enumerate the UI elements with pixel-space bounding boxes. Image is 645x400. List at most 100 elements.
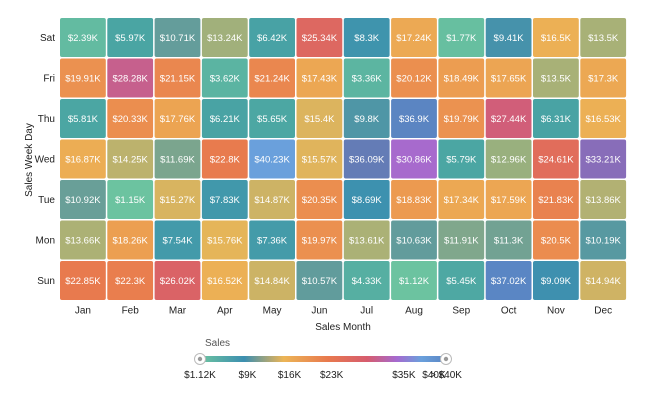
heatmap-cell[interactable]: $1.15K — [107, 180, 154, 219]
heatmap-cell[interactable]: $28.28K — [107, 58, 154, 98]
heatmap-cell[interactable]: $5.97K — [107, 18, 154, 57]
heatmap-cell[interactable]: $6.42K — [249, 18, 295, 57]
heatmap-cell[interactable]: $26.02K — [154, 261, 201, 300]
heatmap-cell[interactable]: $8.3K — [343, 18, 390, 57]
heatmap-cell[interactable]: $11.3K — [485, 220, 532, 260]
heatmap-cell[interactable]: $1.12K — [391, 261, 437, 300]
heatmap-cell[interactable]: $33.21K — [580, 139, 627, 179]
heatmap-cell[interactable]: $19.97K — [296, 220, 343, 260]
heatmap-cell[interactable]: $36.09K — [343, 139, 390, 179]
heatmap-cell[interactable]: $15.27K — [154, 180, 201, 219]
heatmap-cell[interactable]: $30.86K — [391, 139, 437, 179]
heatmap-cell[interactable]: $17.43K — [296, 58, 343, 98]
heatmap-cell[interactable]: $12.96K — [485, 139, 532, 179]
heatmap-cell[interactable]: $22.85K — [60, 261, 106, 300]
heatmap-cell[interactable]: $16.52K — [201, 261, 248, 300]
heatmap-cell[interactable]: $17.59K — [485, 180, 532, 219]
heatmap-cell-label: $14.94K — [585, 276, 621, 287]
heatmap-cell[interactable]: $13.61K — [343, 220, 390, 260]
heatmap-cell[interactable]: $13.86K — [580, 180, 627, 219]
heatmap-cell[interactable]: $14.25K — [107, 139, 154, 179]
heatmap-cell[interactable]: $13.5K — [533, 58, 579, 98]
heatmap-cell[interactable]: $17.76K — [154, 99, 201, 138]
heatmap-cell[interactable]: $17.34K — [438, 180, 485, 219]
heatmap-cell[interactable]: $9.8K — [343, 99, 390, 138]
heatmap-cell[interactable]: $8.69K — [343, 180, 390, 219]
heatmap-cell[interactable]: $1.77K — [438, 18, 485, 57]
heatmap-cell[interactable]: $21.24K — [249, 58, 295, 98]
heatmap-cell[interactable]: $11.69K — [154, 139, 201, 179]
heatmap-cell-label: $13.86K — [585, 195, 621, 206]
heatmap-cell[interactable]: $7.83K — [201, 180, 248, 219]
heatmap-cell[interactable]: $25.34K — [296, 18, 343, 57]
heatmap-cell[interactable]: $17.3K — [580, 58, 627, 98]
heatmap-cell-rect — [249, 58, 295, 98]
heatmap-cell-label: $6.21K — [210, 114, 241, 125]
heatmap-cell[interactable]: $18.26K — [107, 220, 154, 260]
heatmap-cell-rect — [438, 99, 485, 138]
heatmap-cell[interactable]: $14.87K — [249, 180, 295, 219]
heatmap-cell[interactable]: $10.92K — [60, 180, 106, 219]
heatmap-cell-label: $7.83K — [210, 195, 241, 206]
heatmap-cell[interactable]: $11.91K — [438, 220, 485, 260]
heatmap-cell[interactable]: $16.5K — [533, 18, 579, 57]
heatmap-cell[interactable]: $22.8K — [201, 139, 248, 179]
heatmap-cell[interactable]: $16.87K — [60, 139, 106, 179]
heatmap-cell[interactable]: $14.94K — [580, 261, 627, 300]
heatmap-cell[interactable]: $2.39K — [60, 18, 106, 57]
heatmap-cell[interactable]: $5.79K — [438, 139, 485, 179]
heatmap-cell[interactable]: $10.63K — [391, 220, 437, 260]
heatmap-cell[interactable]: $9.41K — [485, 18, 532, 57]
heatmap-cell[interactable]: $16.53K — [580, 99, 627, 138]
heatmap-cell[interactable]: $9.09K — [533, 261, 579, 300]
heatmap-cell[interactable]: $40.23K — [249, 139, 295, 179]
legend-handle-max[interactable] — [440, 353, 452, 365]
heatmap-cell[interactable]: $13.24K — [201, 18, 248, 57]
heatmap-cell[interactable]: $36.9K — [391, 99, 437, 138]
heatmap-cell[interactable]: $19.79K — [438, 99, 485, 138]
heatmap-cell[interactable]: $15.76K — [201, 220, 248, 260]
heatmap-cell[interactable]: $5.65K — [249, 99, 295, 138]
heatmap-cell[interactable]: $19.91K — [60, 58, 106, 98]
heatmap-cell[interactable]: $20.35K — [296, 180, 343, 219]
heatmap-cell-label: $5.81K — [68, 114, 99, 125]
heatmap-cell[interactable]: $20.5K — [533, 220, 579, 260]
heatmap-cell[interactable]: $13.5K — [580, 18, 627, 57]
heatmap-cell[interactable]: $7.54K — [154, 220, 201, 260]
heatmap-cell-label: $24.61K — [538, 155, 574, 166]
heatmap-cell[interactable]: $21.15K — [154, 58, 201, 98]
heatmap-cell[interactable]: $3.36K — [343, 58, 390, 98]
heatmap-cell[interactable]: $24.61K — [533, 139, 579, 179]
heatmap-cell[interactable]: $13.66K — [60, 220, 106, 260]
heatmap-cell-rect — [60, 261, 106, 300]
heatmap-cell[interactable]: $6.31K — [533, 99, 579, 138]
heatmap-cell[interactable]: $10.19K — [580, 220, 627, 260]
x-tick-label: Mar — [169, 306, 187, 317]
heatmap-cell[interactable]: $15.57K — [296, 139, 343, 179]
heatmap-cell[interactable]: $3.62K — [201, 58, 248, 98]
heatmap-cell[interactable]: $15.4K — [296, 99, 343, 138]
heatmap-cell[interactable]: $5.81K — [60, 99, 106, 138]
heatmap-cell[interactable]: $10.71K — [154, 18, 201, 57]
heatmap-cell[interactable]: $7.36K — [249, 220, 295, 260]
heatmap-cell[interactable]: $18.49K — [438, 58, 485, 98]
heatmap-cell[interactable]: $27.44K — [485, 99, 532, 138]
heatmap-cell-label: $17.24K — [396, 33, 432, 44]
heatmap-cell[interactable]: $10.57K — [296, 261, 343, 300]
heatmap-cell[interactable]: $18.83K — [391, 180, 437, 219]
heatmap-cell[interactable]: $17.65K — [485, 58, 532, 98]
heatmap-cell[interactable]: $20.12K — [391, 58, 437, 98]
heatmap-cell-rect — [533, 139, 579, 179]
legend-handle-min[interactable] — [194, 353, 206, 365]
heatmap-cell[interactable]: $22.3K — [107, 261, 154, 300]
heatmap-cell[interactable]: $4.33K — [343, 261, 390, 300]
heatmap-cell[interactable]: $17.24K — [391, 18, 437, 57]
heatmap-cell[interactable]: $5.45K — [438, 261, 485, 300]
heatmap-cell-rect — [249, 99, 295, 138]
heatmap-cell[interactable]: $37.02K — [485, 261, 532, 300]
heatmap-cell[interactable]: $6.21K — [201, 99, 248, 138]
heatmap-cell[interactable]: $20.33K — [107, 99, 154, 138]
heatmap-cell[interactable]: $21.83K — [533, 180, 579, 219]
heatmap-cell-label: $10.57K — [302, 276, 338, 287]
heatmap-cell[interactable]: $14.84K — [249, 261, 295, 300]
